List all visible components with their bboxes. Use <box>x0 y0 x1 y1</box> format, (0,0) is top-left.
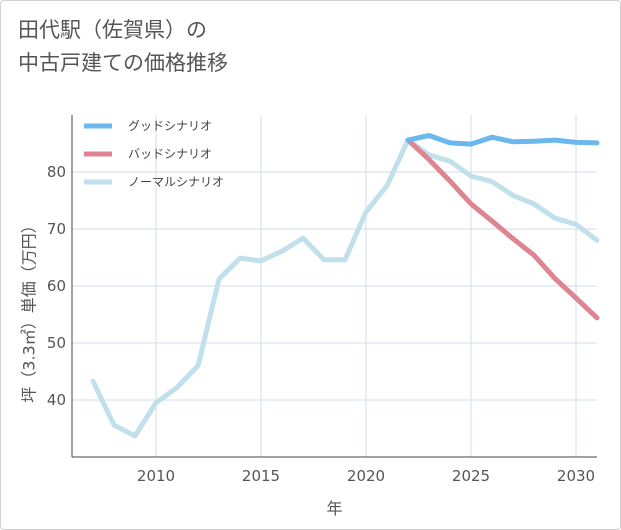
y-tick-label: 70 <box>47 220 66 238</box>
y-tick-label: 60 <box>47 277 66 295</box>
x-tick-label: 2020 <box>347 467 385 485</box>
series-lines <box>90 133 600 439</box>
x-tick-label: 2015 <box>242 467 280 485</box>
grid-lines <box>72 115 597 457</box>
x-tick-label: 2025 <box>452 467 490 485</box>
y-axis-title: 坪（3.3㎡）単価（万円） <box>20 217 39 402</box>
legend-label: グッドシナリオ <box>128 119 212 133</box>
y-tick-label: 80 <box>47 163 66 181</box>
series-line-0 <box>405 133 600 147</box>
x-tick-label: 2010 <box>137 467 175 485</box>
chart-title-line2: 中古戸建ての価格推移 <box>18 51 228 75</box>
x-tick-label: 2030 <box>557 467 595 485</box>
axes <box>71 115 597 458</box>
chart-title-line1: 田代駅（佐賀県）の <box>18 18 207 42</box>
legend-label: ノーマルシナリオ <box>128 175 224 189</box>
tick-labels: 2010 2015 2020 2025 2030 40 50 60 70 80 <box>47 163 595 485</box>
series-line-1 <box>405 137 600 321</box>
series-line-2 <box>90 137 600 439</box>
chart-title: 田代駅（佐賀県）の 中古戸建ての価格推移 <box>18 14 228 80</box>
y-tick-label: 50 <box>47 334 66 352</box>
y-tick-label: 40 <box>47 391 66 409</box>
x-axis-title: 年 <box>326 499 342 518</box>
legend-label: バッドシナリオ <box>128 147 212 161</box>
